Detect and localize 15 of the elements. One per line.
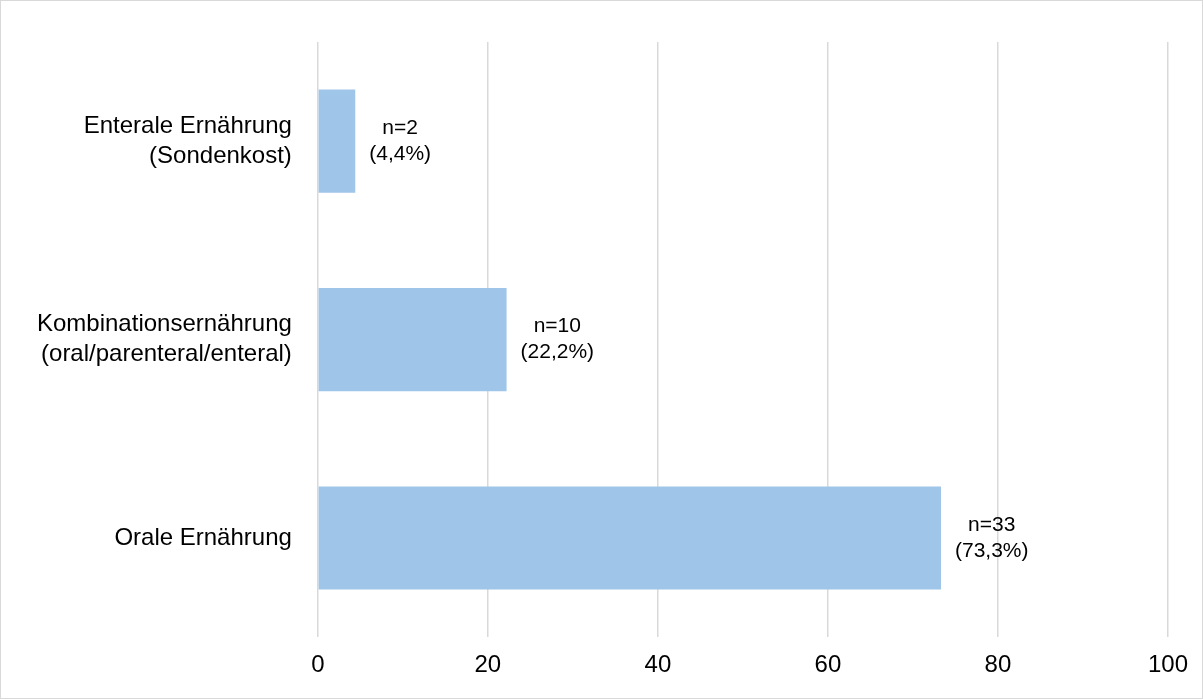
x-tick-label: 40 bbox=[644, 650, 672, 678]
data-label: n=33 (73,3%) bbox=[954, 511, 1029, 561]
bar bbox=[318, 89, 356, 193]
y-tick-label: Orale Ernährung bbox=[114, 522, 292, 550]
x-tick-label: 20 bbox=[474, 650, 502, 678]
data-label: n=2 (4,4%) bbox=[369, 115, 432, 164]
y-tick-label: Enterale Ernährung (Sondenkost) bbox=[83, 110, 292, 168]
x-tick-label: 80 bbox=[984, 650, 1012, 678]
bar bbox=[318, 486, 941, 590]
y-tick-label: Kombinationsernährung (oral/parenteral/enteral) bbox=[36, 309, 292, 367]
data-label: n=10 (22,2%) bbox=[520, 313, 595, 363]
x-tick-label: 100 bbox=[1147, 650, 1188, 678]
x-tick-label: 60 bbox=[814, 650, 842, 678]
bar bbox=[318, 288, 507, 392]
x-tick-label: 0 bbox=[311, 650, 325, 678]
